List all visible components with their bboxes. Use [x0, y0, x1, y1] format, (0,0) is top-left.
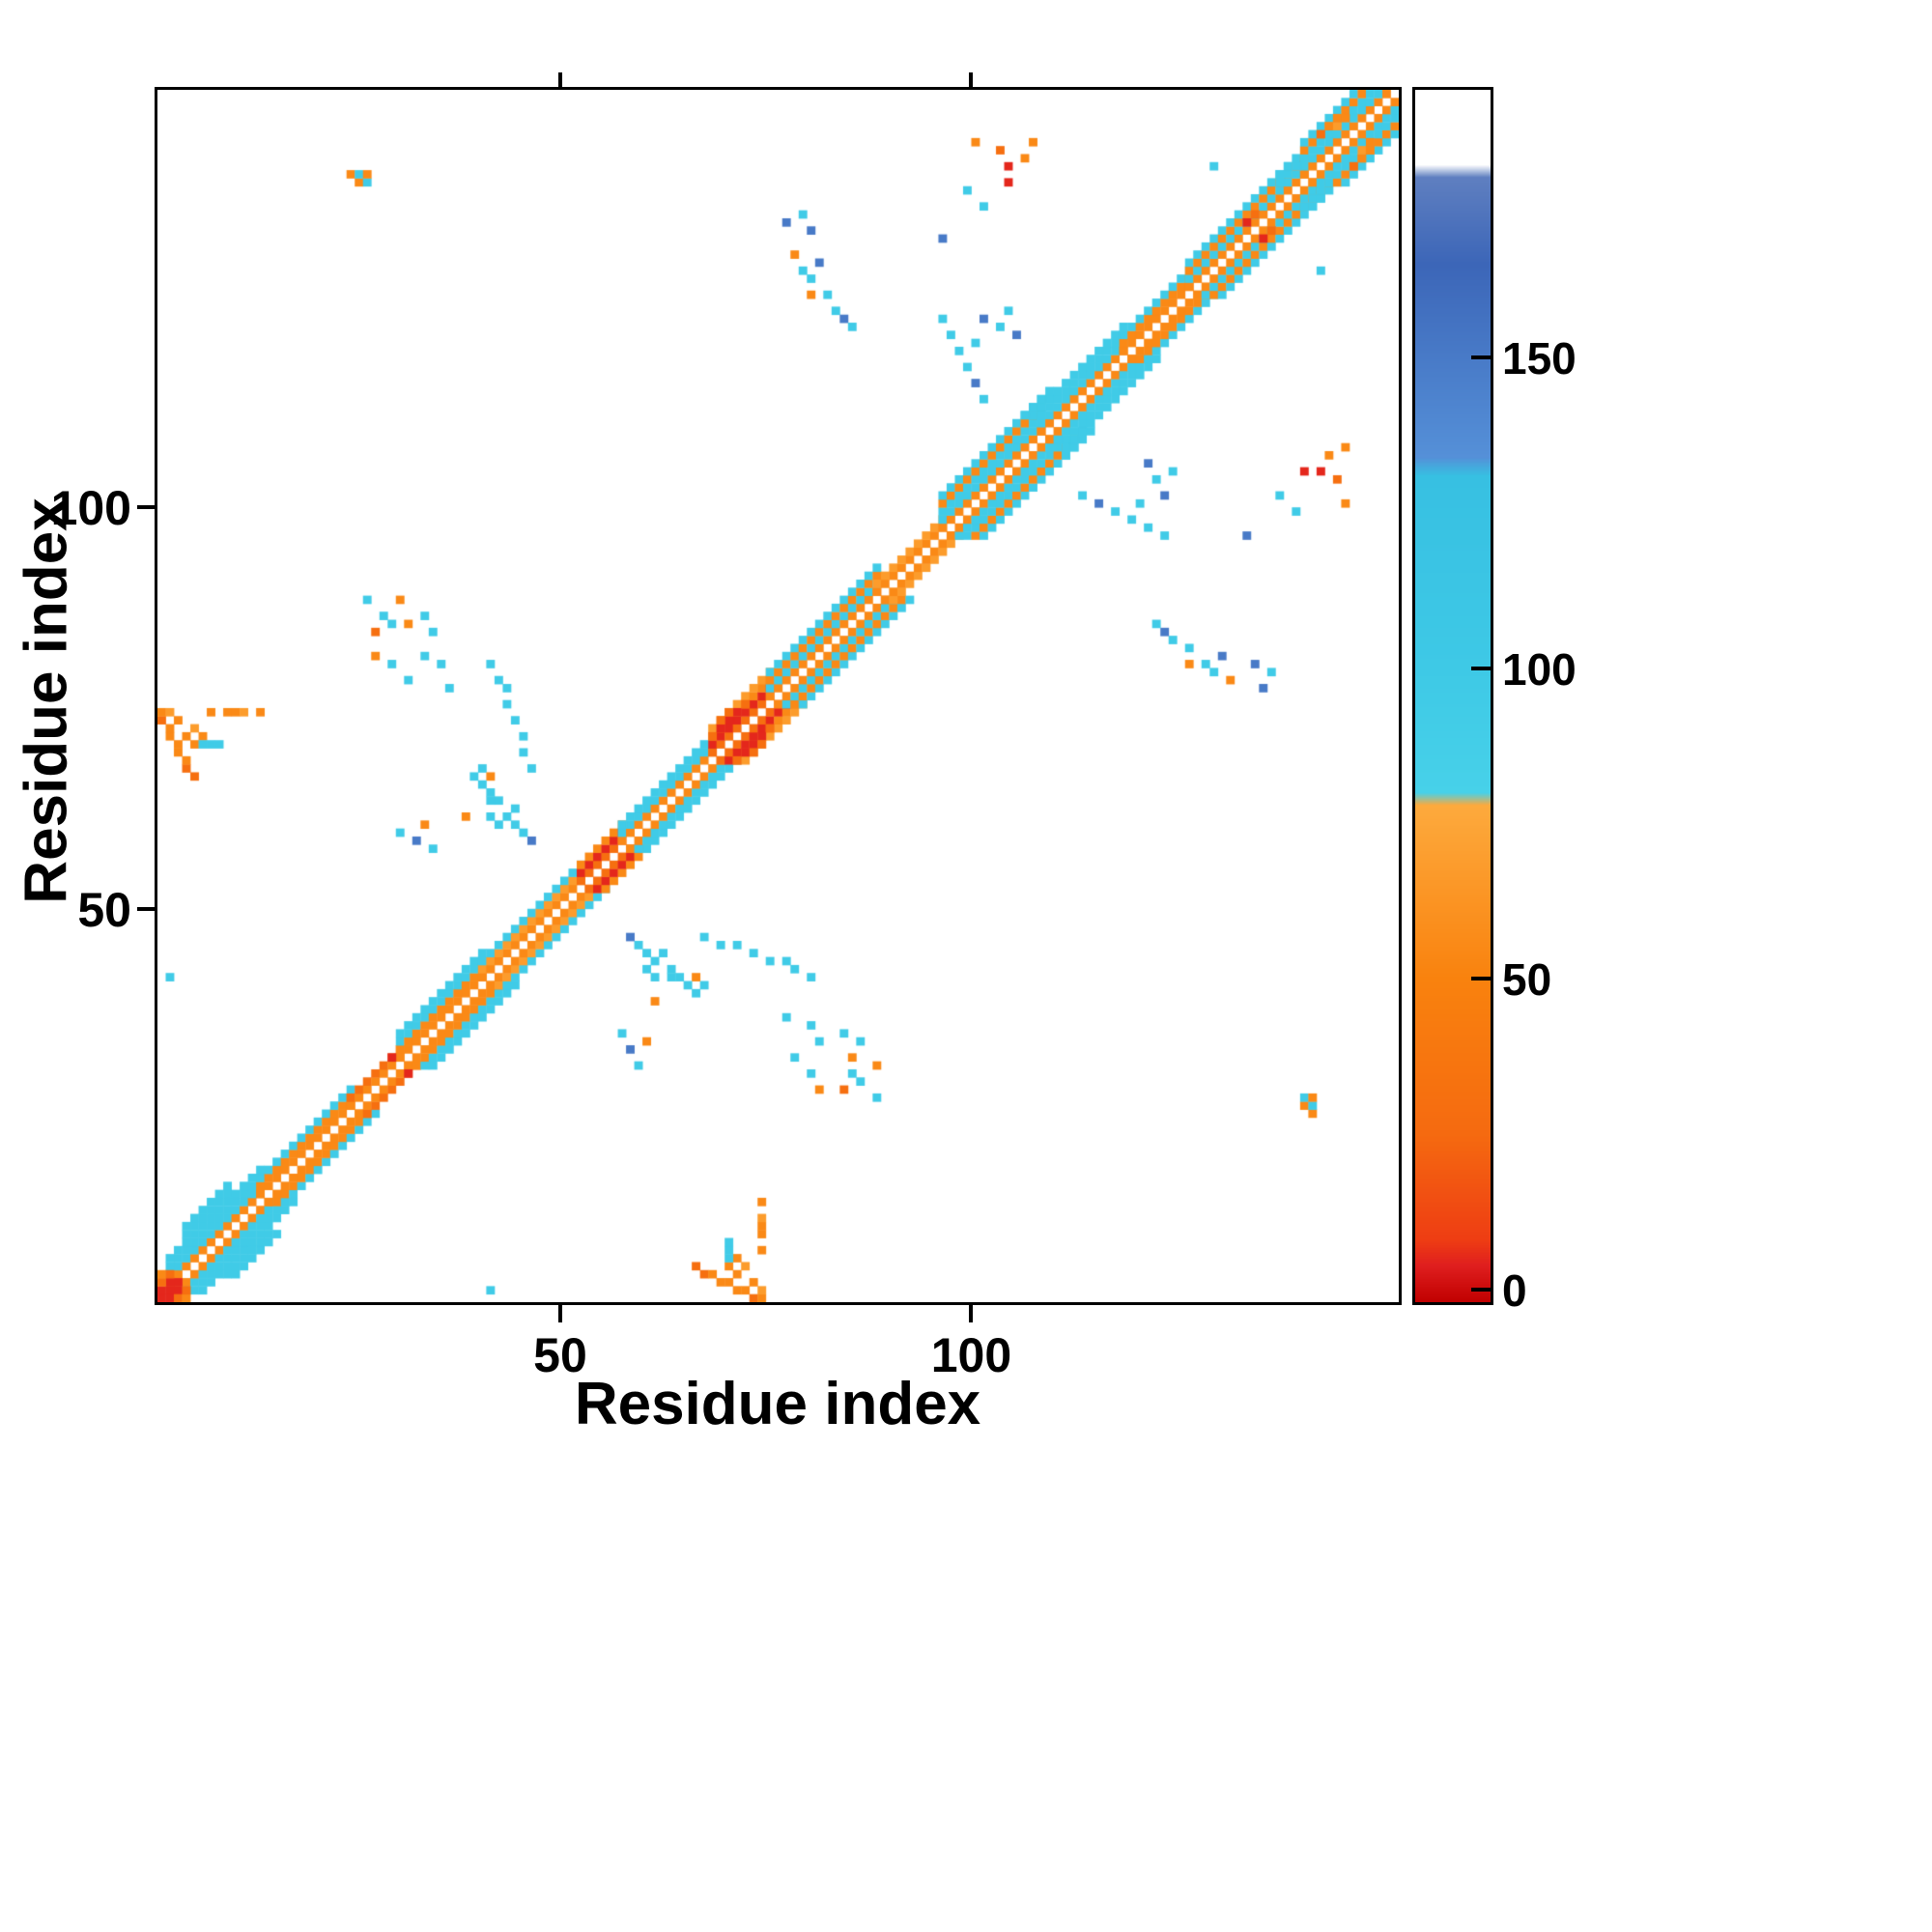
y-tick-mark: [137, 906, 155, 911]
colorbar-canvas: [1415, 90, 1491, 1302]
plot-area: [155, 87, 1402, 1305]
x-tick-mark-top: [557, 72, 562, 87]
colorbar-tick-mark: [1471, 977, 1491, 981]
colorbar-tick-label: 50: [1502, 954, 1552, 1006]
colorbar: [1412, 87, 1493, 1305]
colorbar-tick-label: 0: [1502, 1265, 1527, 1317]
x-tick-mark-top: [969, 72, 974, 87]
y-tick-mark: [137, 505, 155, 510]
colorbar-tick-mark: [1471, 355, 1491, 359]
y-tick-label: 100: [50, 481, 131, 536]
colorbar-tick-label: 150: [1502, 332, 1577, 384]
colorbar-tick-mark: [1471, 666, 1491, 670]
y-tick-label: 50: [77, 882, 131, 937]
heatmap-canvas: [157, 90, 1399, 1302]
x-tick-mark: [557, 1305, 562, 1322]
x-tick-mark: [969, 1305, 974, 1322]
colorbar-tick-mark: [1471, 1288, 1491, 1293]
x-tick-label: 50: [533, 1328, 587, 1382]
x-axis-label: Residue index: [574, 1371, 981, 1437]
x-tick-label: 100: [930, 1328, 1012, 1382]
colorbar-tick-label: 100: [1502, 643, 1577, 695]
